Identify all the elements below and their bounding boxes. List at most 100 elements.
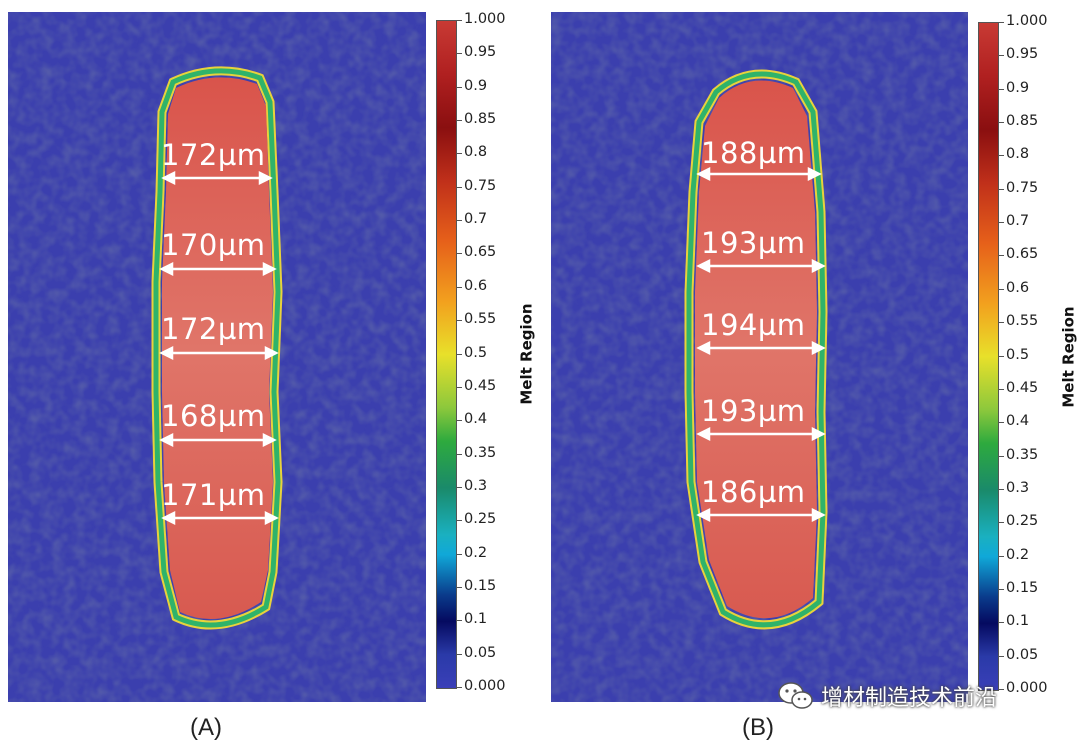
colorbar-tick-label: 0.05 (1006, 646, 1039, 663)
colorbar-tick-label: 0.55 (464, 311, 497, 328)
colorbar-tick-label: 1.000 (1006, 13, 1048, 29)
colorbar-tick-label: 0.45 (464, 377, 497, 394)
colorbar-tick-mark (999, 122, 1004, 124)
colorbar-tick-label: 0.000 (464, 678, 506, 694)
colorbar-tick-mark (999, 22, 1004, 23)
colorbar-tick-label: 0.1 (464, 611, 488, 628)
wechat-icon (778, 682, 813, 709)
colorbar-tick-label: 0.05 (464, 644, 497, 661)
watermark-text: 增材制造技术前沿 (821, 686, 998, 711)
colorbar-tick-label: 0.7 (464, 211, 488, 228)
colorbar-tick-label: 0.7 (1006, 213, 1030, 230)
colorbar-tick-label: 0.25 (1006, 513, 1039, 530)
melt-pool (162, 77, 273, 620)
colorbar-tick-label: 0.5 (1006, 346, 1030, 363)
colorbar-tick-label: 0.4 (1006, 413, 1030, 430)
colorbar-tick-mark (999, 88, 1004, 90)
melt-pool (695, 80, 817, 619)
width-label-4: 193µm (701, 394, 806, 428)
colorbar-tick-label: 0.3 (1006, 479, 1030, 496)
colorbar-tick-label: 0.85 (1006, 113, 1039, 130)
colorbar-tick-mark (999, 422, 1004, 424)
caption-b: (B) (742, 714, 774, 741)
measurement-arrows-a (159, 170, 279, 526)
colorbar-tick-mark (999, 155, 1004, 157)
colorbar-tick-label: 0.35 (464, 444, 497, 461)
colorbar-tick-mark (999, 255, 1004, 257)
width-label-4: 168µm (161, 399, 266, 433)
colorbar-tick-mark (457, 320, 462, 322)
colorbar-tick-mark (457, 153, 462, 155)
colorbar-tick-mark (999, 622, 1004, 624)
colorbar-tick-label: 0.6 (464, 277, 488, 294)
colorbar-tick-label: 0.15 (1006, 579, 1039, 596)
colorbar-tick-mark (999, 488, 1004, 490)
colorbar-tick-label: 0.000 (1006, 680, 1048, 696)
colorbar-tick-label: 0.2 (1006, 546, 1030, 563)
width-label-5: 186µm (701, 475, 806, 509)
colorbar-b (978, 22, 999, 691)
colorbar-tick-mark (999, 555, 1004, 557)
colorbar-tick-label: 0.5 (464, 344, 488, 361)
colorbar-tick-mark (999, 655, 1004, 657)
simulation-image-a (8, 12, 426, 702)
colorbar-tick-label: 0.1 (1006, 613, 1030, 630)
colorbar-tick-mark (457, 86, 462, 88)
colorbar-tick-mark (457, 120, 462, 122)
colorbar-tick-mark (999, 322, 1004, 324)
colorbar-tick-mark (457, 186, 462, 188)
colorbar-tick-mark (999, 689, 1004, 690)
width-label-3: 194µm (701, 308, 806, 342)
colorbar-tick-mark (999, 588, 1004, 590)
colorbar-title-b: Melt Region (1059, 306, 1078, 408)
colorbar-tick-label: 0.75 (1006, 179, 1039, 196)
colorbar-tick-mark (457, 386, 462, 388)
colorbar-tick-mark (999, 222, 1004, 224)
colorbar-tick-label: 1.000 (464, 11, 506, 27)
colorbar-tick-mark (457, 486, 462, 488)
colorbar-tick-label: 0.45 (1006, 379, 1039, 396)
colorbar-tick-mark (457, 653, 462, 655)
width-label-2: 193µm (701, 226, 806, 260)
colorbar-tick-label: 0.75 (464, 177, 497, 194)
colorbar-tick-mark (999, 455, 1004, 457)
colorbar-tick-mark (457, 220, 462, 222)
colorbar-tick-label: 0.95 (464, 44, 497, 61)
width-label-5: 171µm (161, 478, 266, 512)
colorbar-tick-label: 0.8 (464, 144, 488, 161)
colorbar-tick-label: 0.9 (464, 77, 488, 94)
measurement-arrows-b (696, 166, 826, 523)
colorbar-tick-mark (457, 586, 462, 588)
width-label-3: 172µm (161, 312, 266, 346)
colorbar-tick-label: 0.95 (1006, 46, 1039, 63)
watermark: 增材制造技术前沿 (777, 676, 997, 716)
colorbar-tick-label: 0.2 (464, 544, 488, 561)
colorbar-tick-label: 0.4 (464, 411, 488, 428)
colorbar-tick-label: 0.15 (464, 577, 497, 594)
width-label-1: 172µm (161, 138, 266, 172)
colorbar-tick-label: 0.25 (464, 511, 497, 528)
colorbar-tick-mark (999, 288, 1004, 290)
colorbar-tick-mark (999, 355, 1004, 357)
colorbar-tick-label: 0.35 (1006, 446, 1039, 463)
colorbar-tick-mark (457, 53, 462, 55)
colorbar-tick-mark (457, 420, 462, 422)
colorbar-tick-label: 0.85 (464, 111, 497, 128)
colorbar-tick-label: 0.8 (1006, 146, 1030, 163)
colorbar-tick-mark (999, 188, 1004, 190)
colorbar-tick-mark (457, 353, 462, 355)
colorbar-tick-mark (457, 453, 462, 455)
colorbar-tick-label: 0.55 (1006, 313, 1039, 330)
colorbar-tick-mark (999, 388, 1004, 390)
width-label-1: 188µm (701, 136, 806, 170)
colorbar-a (436, 20, 457, 689)
colorbar-tick-mark (457, 286, 462, 288)
colorbar-tick-mark (457, 520, 462, 522)
colorbar-tick-mark (999, 55, 1004, 57)
simulation-image-b (551, 12, 968, 702)
colorbar-tick-label: 0.65 (464, 244, 497, 261)
colorbar-tick-label: 0.3 (464, 477, 488, 494)
width-label-2: 170µm (161, 228, 266, 262)
colorbar-tick-mark (457, 553, 462, 555)
colorbar-tick-mark (457, 253, 462, 255)
